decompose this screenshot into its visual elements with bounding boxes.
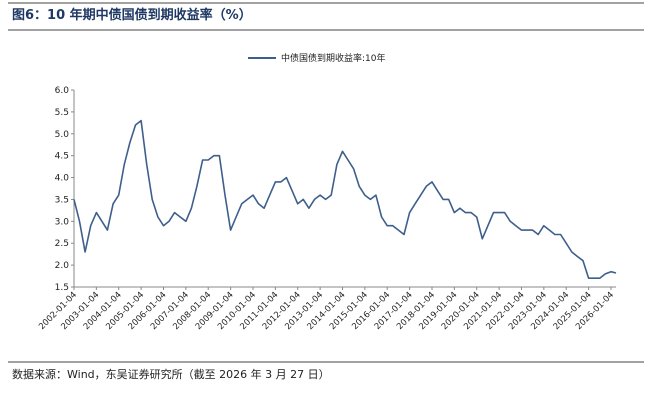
y-tick-label: 4.5 <box>55 152 69 162</box>
y-tick-label: 4.0 <box>55 174 70 184</box>
data-line <box>73 119 617 279</box>
y-tick-label: 3.5 <box>55 195 69 205</box>
source-note: 数据来源：Wind，东吴证券研究所（截至 2026 年 3 月 27 日） <box>12 367 330 381</box>
y-tick-label: 5.0 <box>55 130 70 140</box>
chart-title: 图6：10 年期中债国债到期收益率（%） <box>12 7 252 23</box>
y-tick-label: 2.5 <box>55 239 69 249</box>
y-tick-label: 1.5 <box>55 283 69 293</box>
y-tick-label: 3.0 <box>55 217 70 227</box>
y-tick-label: 2.0 <box>55 261 70 271</box>
y-tick-label: 6.0 <box>55 86 70 96</box>
y-tick-label: 5.5 <box>55 108 69 118</box>
legend-label: 中债国债到期收益率:10年 <box>281 52 386 64</box>
